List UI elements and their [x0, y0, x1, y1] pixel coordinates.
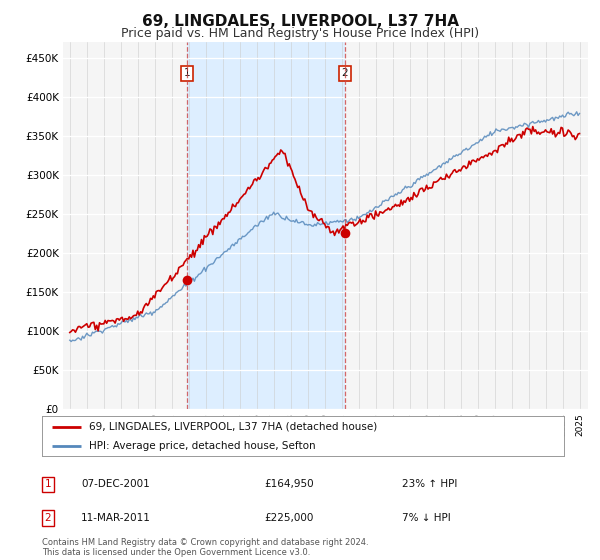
Text: 07-DEC-2001: 07-DEC-2001	[81, 479, 150, 489]
Text: 11-MAR-2011: 11-MAR-2011	[81, 513, 151, 523]
Bar	[187, 42, 345, 409]
Text: 2: 2	[341, 68, 348, 78]
Text: 69, LINGDALES, LIVERPOOL, L37 7HA (detached house): 69, LINGDALES, LIVERPOOL, L37 7HA (detac…	[89, 422, 377, 432]
Text: £164,950: £164,950	[264, 479, 314, 489]
Text: 23% ↑ HPI: 23% ↑ HPI	[402, 479, 457, 489]
Text: 1: 1	[44, 479, 52, 489]
Text: Price paid vs. HM Land Registry's House Price Index (HPI): Price paid vs. HM Land Registry's House …	[121, 27, 479, 40]
Text: Contains HM Land Registry data © Crown copyright and database right 2024.
This d: Contains HM Land Registry data © Crown c…	[42, 538, 368, 557]
Text: HPI: Average price, detached house, Sefton: HPI: Average price, detached house, Seft…	[89, 441, 316, 450]
Text: 2: 2	[44, 513, 52, 523]
Text: 1: 1	[184, 68, 191, 78]
Text: £225,000: £225,000	[264, 513, 313, 523]
Text: 69, LINGDALES, LIVERPOOL, L37 7HA: 69, LINGDALES, LIVERPOOL, L37 7HA	[142, 14, 458, 29]
Text: 7% ↓ HPI: 7% ↓ HPI	[402, 513, 451, 523]
